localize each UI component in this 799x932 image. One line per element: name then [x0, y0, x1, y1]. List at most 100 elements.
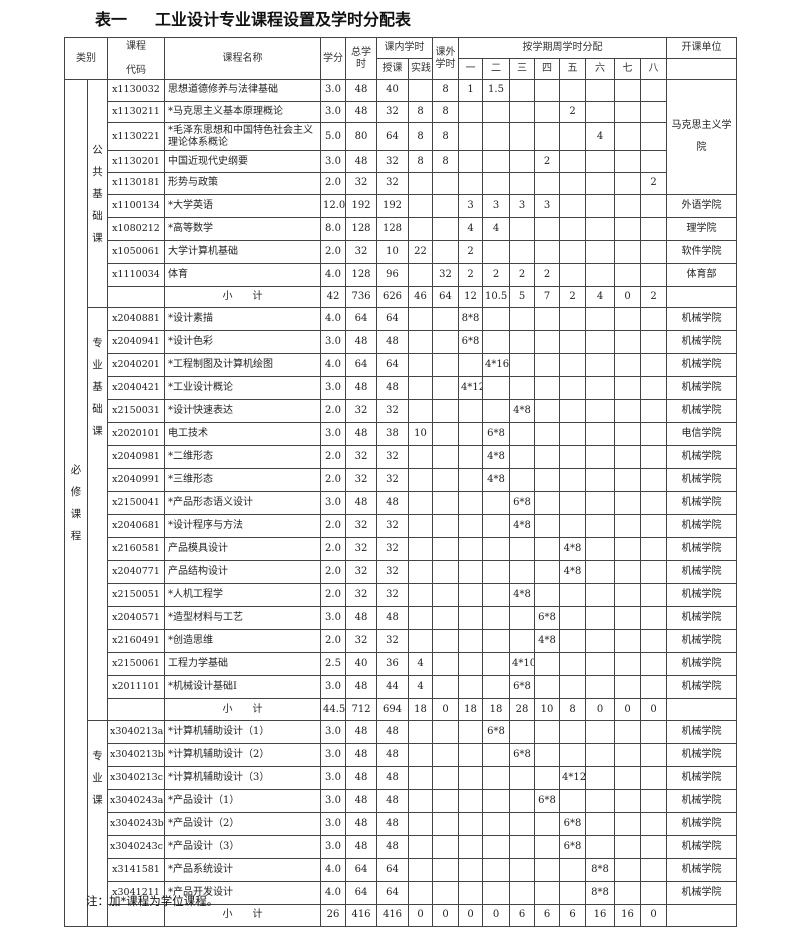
course-credit: 2.0 — [320, 239, 346, 264]
semester-1-hours — [458, 537, 483, 562]
course-name: *人机工程学 — [164, 583, 321, 608]
course-table: 类别 课程 代码 课程名称 学分 总学时 课内学时 课外学时 按学期周学时分配 开… — [64, 37, 737, 927]
course-total-hours: 48 — [345, 835, 377, 860]
course-total-hours: 32 — [345, 445, 377, 470]
semester-5-hours: 6*8 — [559, 812, 586, 837]
semester-4-hours — [534, 835, 560, 860]
semester-6-hours: 8*8 — [585, 858, 615, 883]
semester-1-hours — [458, 422, 483, 447]
semester-3-hours: 4*8 — [509, 514, 535, 539]
subtotal-semester-5: 6 — [559, 904, 586, 927]
course-practice-hours — [408, 376, 433, 401]
semester-1-hours — [458, 122, 483, 152]
semester-1-hours — [458, 835, 483, 860]
semester-5-hours — [559, 150, 586, 174]
subtotal-row: 小 计 26 416 416 0 0 0 0 6 6 6 16 16 0 — [65, 904, 737, 927]
header-code-line2: 代码 — [126, 64, 146, 76]
course-row: x3040243b *产品设计（2） 3.0 48 48 6*8 机械学院 — [65, 812, 737, 837]
semester-8-hours — [640, 376, 667, 401]
course-dept: 机械学院 — [666, 743, 737, 768]
semester-6-hours: 8*8 — [585, 881, 615, 906]
subtotal-semester-7: 0 — [614, 698, 641, 722]
course-code: x2040981 — [107, 445, 165, 470]
course-dept: 机械学院 — [666, 835, 737, 860]
course-code: x1100134 — [107, 193, 165, 218]
course-code: x2040881 — [107, 307, 165, 332]
course-credit: 2.0 — [320, 629, 346, 654]
course-lecture-hours: 64 — [376, 122, 409, 152]
course-practice-hours — [408, 812, 433, 837]
semester-6-hours — [585, 445, 615, 470]
header-semester-5: 五 — [559, 58, 586, 80]
subtotal-lecture-hours: 694 — [376, 698, 409, 722]
course-credit: 3.0 — [320, 812, 346, 837]
course-code: x2160491 — [107, 629, 165, 654]
semester-4-hours — [534, 307, 560, 332]
subtotal-semester-4: 10 — [534, 698, 560, 722]
subtotal-dept-blank — [666, 698, 737, 722]
semester-3-hours — [509, 100, 535, 124]
semester-8-hours — [640, 422, 667, 447]
semester-4-hours — [534, 100, 560, 124]
course-dept: 机械学院 — [666, 858, 737, 883]
semester-5-hours — [559, 193, 586, 218]
semester-8-hours — [640, 307, 667, 332]
course-extra-hours — [432, 881, 459, 906]
semester-1-hours: 1 — [458, 79, 483, 102]
semester-2-hours — [482, 583, 510, 608]
subtotal-semester-2: 18 — [482, 698, 510, 722]
semester-5-hours — [559, 629, 586, 654]
semester-3-hours — [509, 353, 535, 378]
semester-5-hours — [559, 122, 586, 152]
course-dept: 机械学院 — [666, 583, 737, 608]
course-total-hours: 48 — [345, 743, 377, 768]
course-extra-hours — [432, 629, 459, 654]
course-credit: 3.0 — [320, 606, 346, 631]
semester-7-hours — [614, 675, 641, 700]
course-total-hours: 48 — [345, 79, 377, 102]
course-total-hours: 64 — [345, 858, 377, 883]
course-extra-hours — [432, 675, 459, 700]
semester-7-hours — [614, 239, 641, 264]
semester-4-hours — [534, 560, 560, 585]
semester-4-hours — [534, 353, 560, 378]
semester-4-hours — [534, 652, 560, 677]
course-lecture-hours: 64 — [376, 353, 409, 378]
subtotal-code-blank — [107, 698, 165, 722]
semester-4-hours — [534, 583, 560, 608]
course-name: *产品开发设计 — [164, 881, 321, 906]
course-row: x2040941 *设计色彩 3.0 48 48 6*8 机械学院 — [65, 330, 737, 355]
semester-4-hours — [534, 330, 560, 355]
semester-7-hours — [614, 150, 641, 174]
course-lecture-hours: 48 — [376, 491, 409, 516]
course-extra-hours — [432, 193, 459, 218]
semester-8-hours — [640, 629, 667, 654]
course-credit: 4.0 — [320, 353, 346, 378]
semester-8-hours — [640, 100, 667, 124]
course-extra-hours: 32 — [432, 262, 459, 287]
course-lecture-hours: 48 — [376, 835, 409, 860]
footnote: 注：加*课程为学位课程。 — [86, 894, 219, 908]
course-credit: 4.0 — [320, 262, 346, 287]
course-name: *创造思维 — [164, 629, 321, 654]
semester-7-hours — [614, 353, 641, 378]
semester-2-hours — [482, 239, 510, 264]
course-row: x1080212 *高等数学 8.0 128 128 4 4 理学院 — [65, 216, 737, 241]
subtotal-semester-6: 16 — [585, 904, 615, 927]
course-credit: 2.0 — [320, 445, 346, 470]
course-row: x1130211 *马克思主义基本原理概论 3.0 48 32 8 8 2 — [65, 100, 737, 124]
course-credit: 3.0 — [320, 79, 346, 102]
semester-2-hours — [482, 122, 510, 152]
semester-8-hours — [640, 445, 667, 470]
subtotal-semester-2: 0 — [482, 904, 510, 927]
course-practice-hours: 10 — [408, 422, 433, 447]
header-credit: 学分 — [320, 37, 346, 80]
semester-2-hours — [482, 330, 510, 355]
course-name: *高等数学 — [164, 216, 321, 241]
semester-5-hours: 6*8 — [559, 835, 586, 860]
header-extra: 课外学时 — [432, 37, 459, 80]
course-lecture-hours: 96 — [376, 262, 409, 287]
course-total-hours: 48 — [345, 422, 377, 447]
semester-8-hours — [640, 122, 667, 152]
semester-6-hours — [585, 79, 615, 102]
